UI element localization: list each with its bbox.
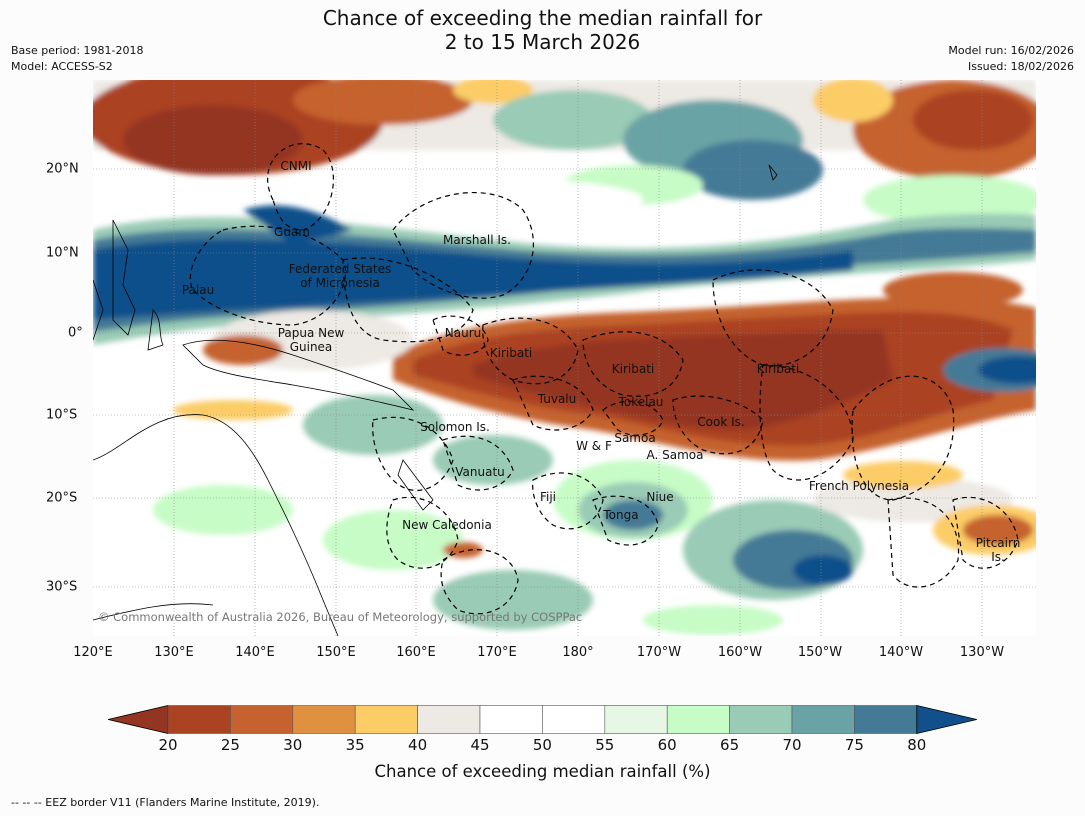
label-new-caledonia: New Caledonia [402,518,492,532]
x-tick: 170°W [636,645,682,660]
label-samoa: Samoa [614,431,656,445]
eez-borders [189,143,1019,615]
colorbar [108,705,977,734]
label-nauru: Nauru [444,326,482,340]
label-cnmi: CNMI [280,159,312,173]
colorbar-tick: 80 [907,736,927,754]
colorbar-tick: 55 [595,736,615,754]
x-tick: 140°W [878,645,924,660]
x-tick: 150°E [316,645,356,660]
colorbar-cell [729,705,793,734]
label-kiribati-east: Kiribati [756,362,800,376]
colorbar-tick: 40 [408,736,428,754]
colorbar-tick: 50 [532,736,552,754]
colorbar-cell [417,705,481,734]
y-tick: 20°S [46,490,78,506]
label-cook-islands: Cook Is. [697,415,745,429]
y-tick: 10°N [46,245,79,261]
rainfall-field [93,80,1036,635]
copyright-notice: © Commonwealth of Australia 2026, Bureau… [98,610,583,624]
y-tick: 30°S [46,579,78,595]
label-kiribati-central: Kiribati [611,362,655,376]
issued-date: Issued: 18/02/2026 [967,60,1074,73]
map-canvas [93,80,1036,636]
label-guam: Guam [274,225,310,239]
base-period: Base period: 1981-2018 [11,44,144,57]
colorbar-cell [230,705,294,734]
label-tuvalu: Tuvalu [537,392,577,406]
label-png-line2: Guinea [289,340,333,354]
colorbar-tick: 70 [782,736,802,754]
label-wallis-futuna: W & F [576,439,612,453]
label-png: Papua New Guinea [278,326,345,354]
x-tick: 120°E [73,645,113,660]
label-png-line1: Papua New [277,326,345,340]
colorbar-cell [167,705,231,734]
title-line-1: Chance of exceeding the median rainfall … [322,6,763,30]
label-pitcairn-line2: Is. [991,550,1005,564]
label-american-samoa: A. Samoa [646,448,704,462]
colorbar-tick: 65 [720,736,740,754]
x-tick: 130°E [154,645,194,660]
label-fiji: Fiji [539,490,557,504]
label-solomon-islands: Solomon Is. [420,420,490,434]
colorbar-tick: 30 [283,736,303,754]
colorbar-cells [108,705,977,734]
colorbar-cell [791,705,855,734]
colorbar-cell [666,705,730,734]
rainfall-map [93,80,1036,636]
label-tokelau: Tokelau [618,395,664,409]
model-name: Model: ACCESS-S2 [11,60,113,73]
x-tick: 140°E [235,645,275,660]
label-french-polynesia: French Polynesia [808,479,910,493]
label-pitcairn: Pitcairn Is. [976,536,1021,564]
colorbar-tick: 25 [220,736,240,754]
colorbar-tick: 20 [158,736,178,754]
label-pitcairn-line1: Pitcairn [975,536,1021,550]
colorbar-cell [479,705,543,734]
label-micronesia: Federated States of Micronesia [289,262,391,290]
colorbar-label: Chance of exceeding median rainfall (%) [374,762,711,781]
y-tick: 20°N [46,161,79,177]
colorbar-under-arrow [108,705,169,734]
label-micronesia-line2: of Micronesia [300,276,380,290]
eez-footnote: -- -- -- EEZ border V11 (Flanders Marine… [11,796,320,809]
label-vanuatu: Vanuatu [455,465,505,479]
colorbar-cell [604,705,668,734]
colorbar-tick: 45 [470,736,490,754]
x-tick: 160°E [396,645,436,660]
label-micronesia-line1: Federated States [288,262,392,276]
coastlines [93,164,778,636]
colorbar-tick: 35 [345,736,365,754]
colorbar-tick: 60 [657,736,677,754]
title-line-2: 2 to 15 March 2026 [444,30,641,54]
x-tick: 170°E [477,645,517,660]
y-tick: 10°S [46,407,78,423]
colorbar-cell [542,705,606,734]
meta-right: Model run: 16/02/2026 Issued: 18/02/2026 [948,43,1074,75]
x-tick: 130°W [959,645,1005,660]
label-niue: Niue [646,490,674,504]
label-marshall-islands: Marshall Is. [443,233,511,247]
model-run: Model run: 16/02/2026 [948,44,1074,57]
label-tonga: Tonga [603,508,639,522]
meta-left: Base period: 1981-2018 Model: ACCESS-S2 [11,43,143,75]
x-tick: 150°W [797,645,843,660]
label-palau: Palau [181,283,215,297]
y-tick: 0° [68,325,83,341]
colorbar-cell [854,705,918,734]
colorbar-cell [354,705,418,734]
x-tick: 160°W [717,645,763,660]
label-kiribati-west: Kiribati [489,346,533,360]
colorbar-cell [292,705,356,734]
map-title: Chance of exceeding the median rainfall … [0,6,1085,54]
x-tick: 180° [562,645,594,660]
colorbar-tick: 75 [844,736,864,754]
colorbar-over-arrow [916,705,977,734]
